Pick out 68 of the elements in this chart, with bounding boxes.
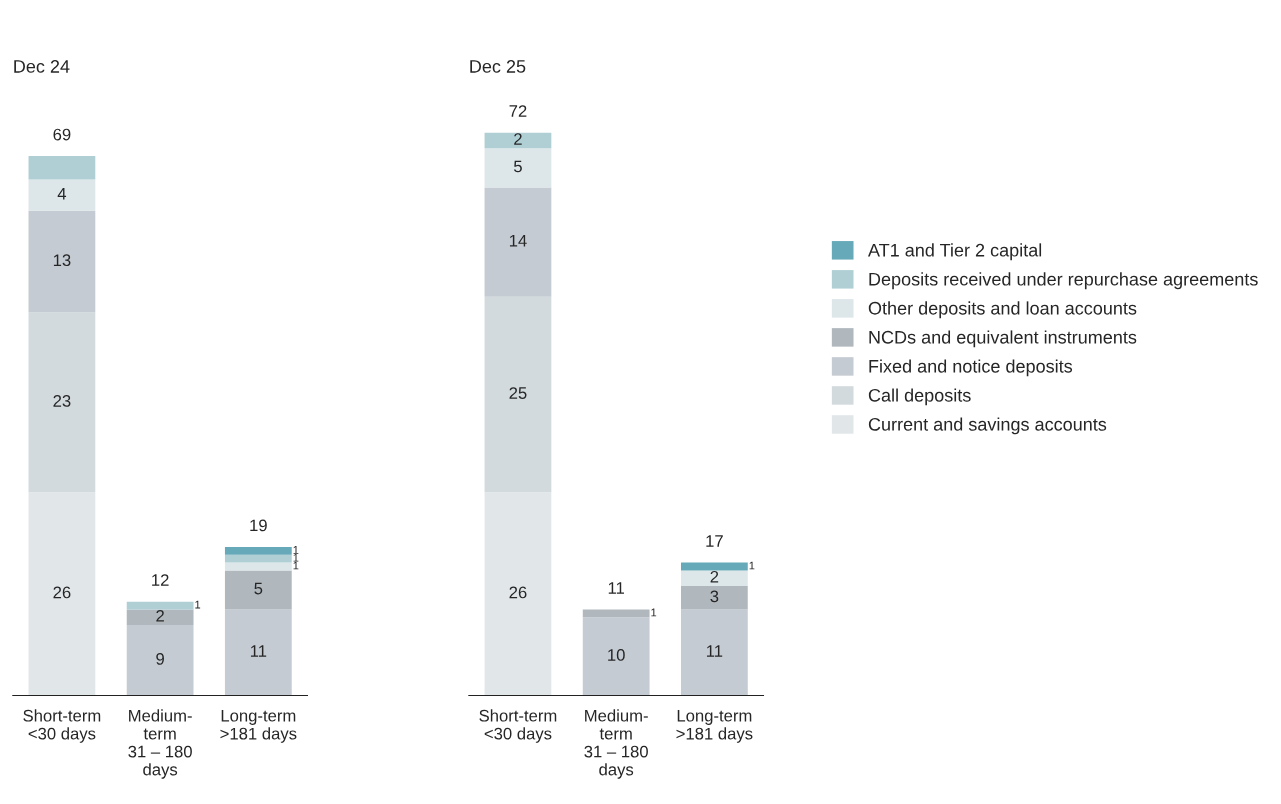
data-label: 13 — [53, 254, 71, 267]
data-label: 2 — [514, 133, 522, 145]
data-label: 1 — [293, 561, 299, 570]
x-tick-label: Medium- term 31 – 180 days — [584, 709, 648, 779]
total-label: 17 — [706, 535, 723, 547]
legend-label: Current and savings accounts — [868, 417, 1107, 435]
data-label: 9 — [156, 652, 164, 665]
bar — [484, 492, 552, 696]
bar — [224, 570, 292, 610]
data-label: 2 — [710, 570, 719, 583]
bar — [582, 617, 650, 696]
bar — [126, 625, 194, 696]
data-label: 10 — [608, 649, 625, 661]
bar — [224, 609, 292, 696]
bar — [484, 187, 552, 297]
total-label: 12 — [152, 574, 169, 586]
data-label: 2 — [156, 609, 164, 622]
data-label: 1 — [293, 553, 299, 562]
data-label: 11 — [706, 645, 723, 657]
legend-label: Fixed and notice deposits — [869, 359, 1073, 377]
bar — [484, 148, 552, 188]
data-label: 1 — [293, 546, 299, 554]
legend-label: Deposits received under repurchase agreements — [869, 272, 1258, 290]
bar — [126, 601, 194, 610]
bar — [680, 609, 748, 696]
data-label: 11 — [250, 645, 267, 657]
bar — [582, 609, 650, 618]
data-label: 26 — [509, 586, 527, 599]
chart-title: Dec 25 — [470, 60, 526, 73]
total-label: 11 — [608, 582, 624, 594]
chart-title: Dec 24 — [14, 60, 70, 73]
x-tick-label: Long-term >181 days — [220, 709, 297, 743]
x-tick-label: Short-term <30 days — [479, 709, 557, 743]
total-label: 69 — [53, 128, 71, 141]
bar — [484, 132, 552, 149]
x-tick-label: Long-term >181 days — [676, 709, 753, 743]
data-label: 26 — [53, 586, 71, 599]
total-label: 72 — [509, 105, 527, 117]
data-label: 25 — [509, 387, 527, 399]
bar — [224, 554, 292, 563]
bar — [28, 210, 96, 313]
data-label: 5 — [254, 582, 263, 595]
bar — [28, 156, 96, 180]
bar — [28, 492, 96, 696]
legend-label: NCDs and equivalent instruments — [869, 330, 1137, 348]
bar — [224, 562, 292, 571]
bar — [484, 296, 552, 493]
data-label: 23 — [53, 395, 71, 407]
x-tick-label: Medium- term 31 – 180 days — [128, 709, 192, 779]
data-label: 3 — [710, 590, 719, 603]
data-label: 1 — [651, 608, 657, 617]
bar — [680, 562, 748, 571]
data-label: 1 — [195, 600, 201, 609]
data-label: 5 — [513, 160, 522, 173]
legend-label: Other deposits and loan accounts — [868, 301, 1137, 319]
data-label: 1 — [749, 561, 755, 570]
total-label: 19 — [250, 519, 267, 532]
x-tick-label: Short-term <30 days — [23, 709, 101, 743]
bar — [126, 609, 194, 626]
bar — [680, 570, 748, 587]
bar — [28, 179, 96, 211]
legend-label: AT1 and Tier 2 capital — [868, 243, 1042, 261]
legend-label: Call deposits — [868, 388, 971, 406]
bar — [680, 586, 748, 610]
bar — [28, 312, 96, 493]
data-label: 14 — [509, 234, 527, 247]
bar — [224, 546, 292, 555]
data-label: 4 — [57, 188, 67, 200]
